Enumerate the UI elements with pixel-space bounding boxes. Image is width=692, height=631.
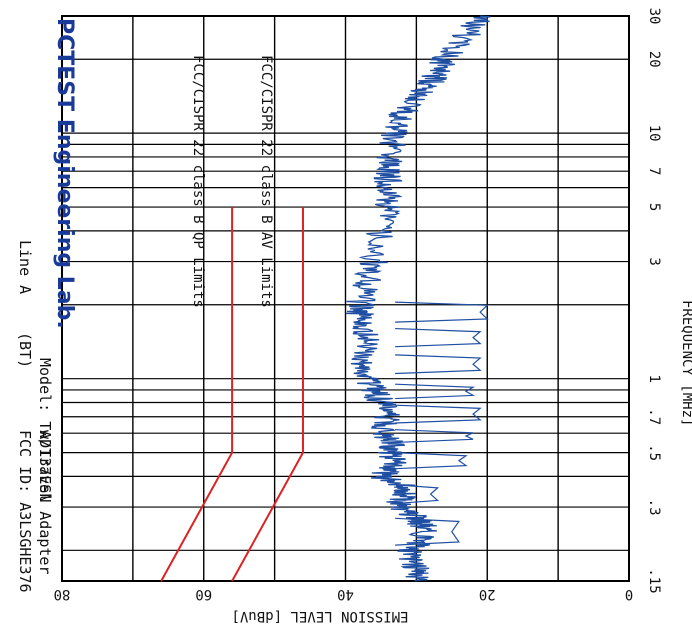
emission-dip [395, 517, 461, 546]
x-axis-label: FREQUENCY [MHz] [679, 300, 692, 426]
x-tick-label: 5 [646, 203, 662, 211]
emission-dip [395, 484, 440, 505]
emission-dip [395, 354, 482, 375]
brand-logo: PCTEST Engineering Lab. [52, 18, 77, 329]
tick-labels: .15 .3 .5 .7 1 3 5 7 10 20 30 0 20 40 60 80 [54, 8, 662, 602]
y-tick-label: 0 [625, 586, 633, 602]
emission-dip [395, 429, 474, 444]
emission-dip [395, 327, 482, 348]
y-axis-label: EMISSION LEVEL [dBuV] [231, 608, 408, 624]
grid [61, 15, 630, 582]
emission-dip [395, 383, 476, 400]
x-tick-label: 3 [646, 257, 662, 265]
av-limit-line [231, 207, 304, 582]
x-tick-label: .15 [646, 568, 662, 593]
y-tick-label: 40 [337, 586, 354, 602]
chart-text: PCTEST Engineering Lab. FCC ID: A3LSGHE3… [16, 18, 692, 624]
qp-limit-line [160, 207, 234, 582]
x-tick-label: .3 [646, 499, 662, 516]
x-tick-label: 1 [646, 374, 662, 382]
header-line: Line A [16, 240, 34, 294]
x-tick-label: 20 [646, 51, 662, 68]
qp-limit-label: FCC/CISPR 22 class B QP Limits [190, 55, 206, 308]
y-tick-label: 60 [195, 586, 212, 602]
header-model: Model: TAD137ESN [36, 358, 54, 503]
header-bt: (BT) [16, 332, 34, 368]
header-adapter: w/Travel Adapter [36, 430, 54, 575]
x-tick-label: .7 [646, 408, 662, 425]
limit-lines [160, 207, 304, 582]
emission-dip [395, 404, 482, 424]
av-limit-label: FCC/CISPR 22 class B AV Limits [258, 55, 274, 308]
emission-dip [395, 452, 468, 470]
emission-trace [346, 15, 491, 582]
header-fcc-id: FCC ID: A3LSGHE376 [16, 430, 34, 593]
x-tick-label: 10 [646, 125, 662, 142]
emission-dip [395, 301, 489, 323]
y-tick-label: 20 [479, 586, 496, 602]
y-tick-label: 80 [54, 586, 71, 602]
x-tick-label: 30 [646, 8, 662, 25]
x-tick-label: 7 [646, 167, 662, 175]
x-tick-label: .5 [646, 444, 662, 461]
emission-line [346, 15, 491, 582]
